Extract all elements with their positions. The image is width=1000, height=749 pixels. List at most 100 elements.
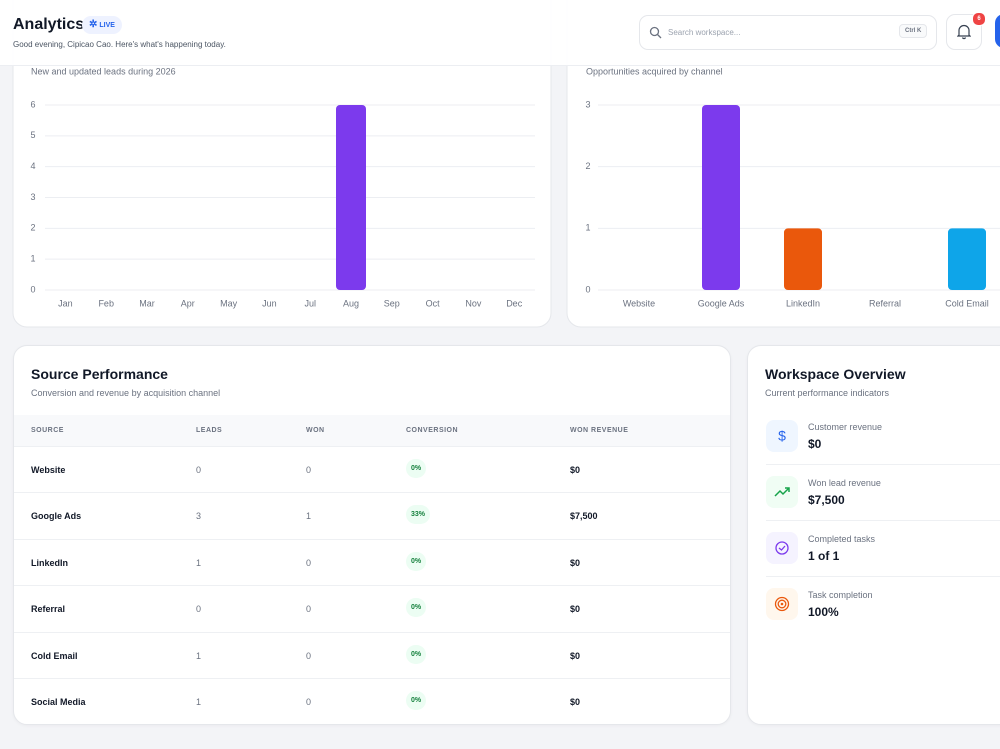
table-cell: 0 [196, 465, 202, 475]
bell-icon [957, 24, 971, 40]
greeting: Good evening, Cipicao Cao. Here's what's… [13, 40, 226, 49]
y-tick-label: 4 [30, 161, 35, 171]
table-cell: Cold Email [31, 650, 78, 661]
table-header-row: SOURCE LEADS WON CONVERSION WON REVENUE [14, 415, 730, 446]
table-row: Social Media 1 0 0% $0 [14, 678, 730, 724]
x-tick-label: Dec [506, 298, 523, 308]
card-title: Source Performance [31, 366, 168, 382]
metric-label: Task completion [808, 590, 873, 600]
x-tick-label: Jun [262, 298, 277, 308]
table-cell: LinkedIn [31, 557, 69, 568]
conversion-badge: 0% [406, 459, 427, 478]
y-tick-label: 5 [30, 130, 35, 140]
icon-glyph [775, 541, 789, 555]
charts: New and updated leads during 2026 0 1 2 3 4 5 6… [12, 0, 1000, 328]
icon-glyph: $ [778, 428, 786, 444]
column-header: CONVERSION [406, 427, 459, 434]
x-tick-label: Cold Email [945, 298, 989, 308]
table-cell: 0 [306, 604, 312, 615]
column-header: WON [306, 427, 325, 434]
table-row: Cold Email 1 0 0% $0 [14, 631, 730, 679]
conversion-badge: 0% [406, 691, 427, 710]
metric-icon: $ [766, 420, 798, 452]
y-tick-label: 2 [585, 161, 590, 171]
separator [766, 576, 1000, 577]
y-tick-label: 3 [585, 99, 590, 109]
metric-label: Completed tasks [808, 534, 876, 544]
table-cell: Referral [31, 604, 66, 615]
x-tick-label: Mar [139, 298, 155, 308]
separator [766, 520, 1000, 521]
chart-card [566, 0, 1000, 328]
table-cell: 0 [306, 697, 312, 707]
action-button[interactable] [995, 14, 1000, 48]
metric-value: 100% [808, 605, 839, 619]
table-cell: $0 [570, 604, 581, 615]
y-tick-label: 0 [585, 284, 590, 294]
notification-button[interactable]: 6 [946, 12, 986, 50]
column-header: SOURCE [31, 427, 64, 434]
metric-icon [766, 476, 798, 508]
search-box[interactable]: Search workspace... Ctrl K [639, 15, 937, 50]
x-tick-label: Referral [869, 298, 901, 308]
notification-count: 6 [972, 12, 986, 26]
search-placeholder: Search workspace... [668, 28, 741, 37]
table-cell: Website [31, 465, 66, 475]
page-title: Analytics [13, 16, 85, 33]
table-cell: 1 [196, 697, 202, 707]
table-cell: 3 [196, 511, 202, 522]
x-tick-label: Jan [58, 298, 73, 308]
separator [766, 464, 1000, 465]
x-tick-label: LinkedIn [786, 298, 820, 308]
live-icon: ✲ [89, 19, 98, 30]
table-cell: 0 [306, 557, 312, 568]
metric-value: $7,500 [808, 493, 845, 507]
conversion-badge: 33% [406, 505, 431, 525]
column-header: LEADS [196, 427, 223, 434]
chart-subtitle: New and updated leads during 2026 [31, 66, 176, 76]
conversion-badge: 0% [406, 644, 427, 664]
search-icon [649, 26, 662, 39]
live-text: LIVE [99, 22, 115, 29]
metric-icon [766, 588, 798, 620]
x-tick-label: Google Ads [698, 298, 745, 308]
x-tick-label: Nov [465, 298, 482, 308]
workspace-overview-card: Workspace Overview Current performance i… [747, 345, 1000, 725]
metric-icon [766, 532, 798, 564]
table-cell: $7,500 [570, 511, 598, 522]
card-subtitle: Conversion and revenue by acquisition ch… [31, 388, 221, 398]
bar [948, 228, 986, 290]
chart-card [12, 0, 552, 328]
y-tick-label: 2 [30, 223, 35, 233]
table-cell: 1 [196, 650, 202, 661]
live-badge: ✲ LIVE [82, 16, 122, 34]
y-tick-label: 1 [585, 223, 590, 233]
bar [702, 105, 740, 290]
card-subtitle: Current performance indicators [765, 388, 890, 398]
table-row: LinkedIn 1 0 0% $0 [14, 538, 730, 586]
x-tick-label: Feb [98, 298, 114, 308]
x-tick-label: May [220, 298, 238, 308]
table-row: Referral 0 0 0% $0 [14, 585, 730, 632]
bar [784, 228, 822, 290]
icon-glyph [774, 487, 790, 497]
metric-label: Customer revenue [808, 422, 883, 432]
column-header: WON REVENUE [570, 427, 629, 434]
source-performance-card: Source Performance Conversion and revenu… [13, 345, 731, 725]
x-tick-label: Website [623, 298, 655, 308]
x-tick-label: Aug [343, 298, 359, 308]
conversion-badge: 0% [406, 551, 427, 571]
icon-glyph [774, 596, 790, 612]
table-cell: 0 [196, 604, 202, 615]
x-tick-label: Oct [426, 298, 441, 308]
chart-subtitle: Opportunities acquired by channel [586, 66, 723, 76]
metric-value: $0 [808, 437, 822, 451]
header: Analytics ✲ LIVE Good evening, Cipicao C… [0, 0, 1000, 66]
metric-label: Won lead revenue [808, 478, 881, 488]
y-tick-label: 0 [30, 284, 35, 294]
table-cell: $0 [570, 557, 581, 568]
svg-text:$: $ [778, 428, 786, 444]
shortcut: Ctrl K [899, 24, 928, 38]
card-title: Workspace Overview [765, 366, 906, 382]
